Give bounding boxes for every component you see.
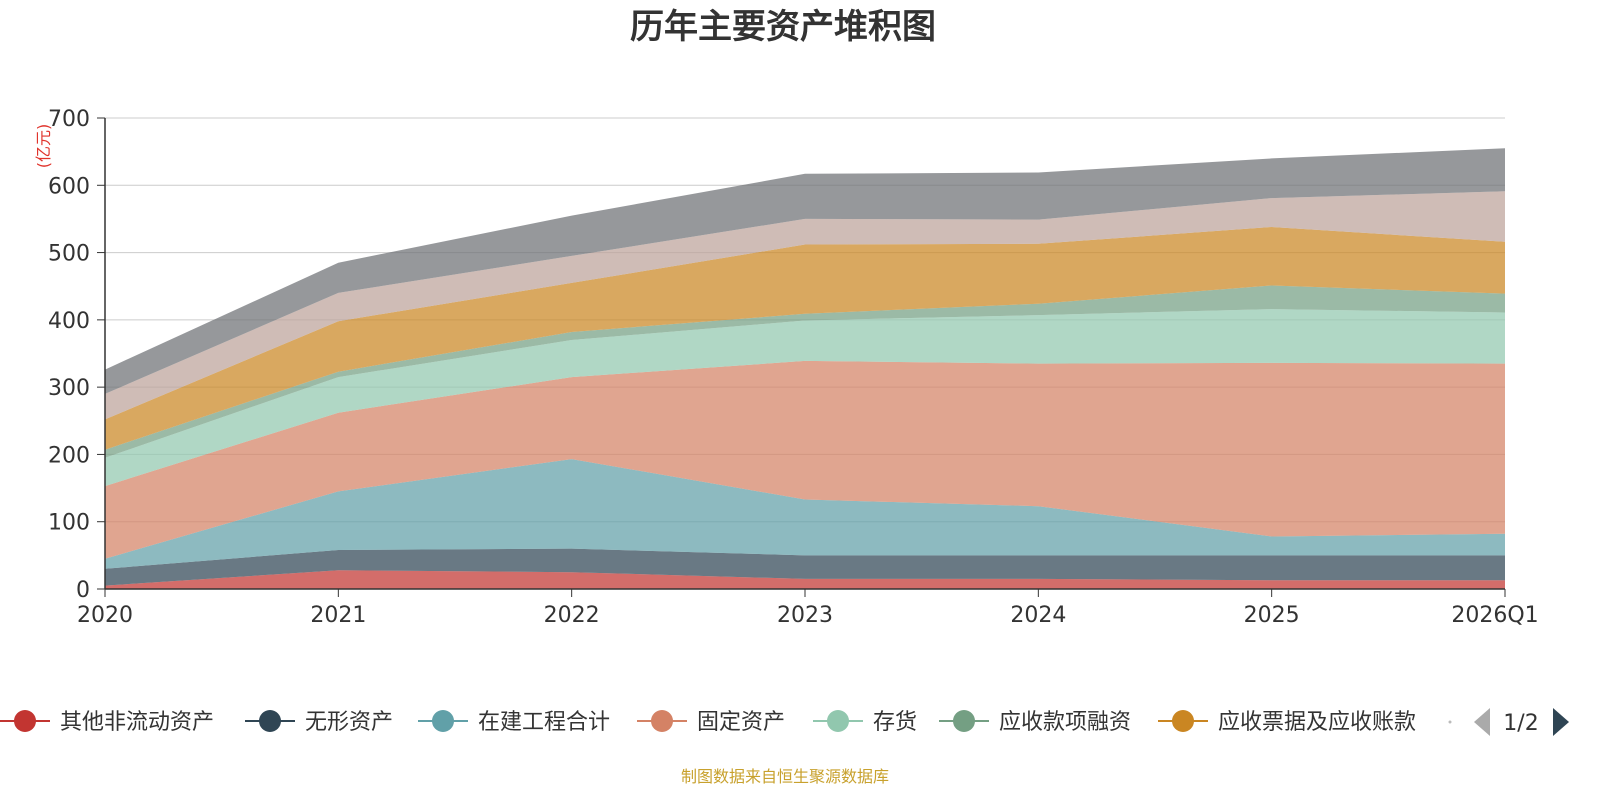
legend-marker: [432, 710, 454, 732]
area-在建工程合计: [105, 459, 1505, 569]
x-tick-label: 2023: [777, 603, 833, 628]
area-其他: [105, 148, 1505, 394]
y-tick-label: 300: [48, 376, 90, 401]
source-note: 制图数据来自恒生聚源数据库: [681, 767, 889, 786]
legend-marker: [953, 710, 975, 732]
legend-label: 应收款项融资: [999, 710, 1131, 735]
x-tick-label: 2025: [1244, 603, 1300, 628]
area-无形资产: [105, 548, 1505, 586]
y-tick-label: 0: [76, 578, 90, 603]
area-应收票据及应收账款: [105, 227, 1505, 450]
legend-item[interactable]: 存货: [813, 710, 917, 735]
legend-label: 在建工程合计: [478, 710, 610, 735]
legend: 其他非流动资产 无形资产 在建工程合计 固定资产 存货 应收款项融资 应收票据及应收账款: [0, 710, 1452, 735]
legend-marker: [259, 710, 281, 732]
legend-label: 其他非流动资产: [60, 710, 214, 735]
x-tick-label: 2021: [310, 603, 366, 628]
legend-item[interactable]: 在建工程合计: [418, 710, 610, 735]
y-tick-label: 600: [48, 174, 90, 199]
y-axis-unit-label: (亿元): [34, 124, 53, 169]
legend-marker: [827, 710, 849, 732]
x-tick-label: 2020: [77, 603, 133, 628]
y-tick-label: 500: [48, 242, 90, 267]
area-存货: [105, 309, 1505, 487]
legend-page-indicator: 1/2: [1503, 711, 1538, 736]
legend-item[interactable]: 无形资产: [245, 710, 393, 735]
chart-title: 历年主要资产堆积图: [630, 7, 936, 47]
legend-pager: 1/2: [1474, 708, 1569, 736]
area-其他资产: [105, 191, 1505, 420]
legend-label: 固定资产: [697, 710, 785, 735]
legend-next-page-icon[interactable]: [1553, 708, 1569, 736]
legend-label: 存货: [873, 710, 917, 735]
area-其他非流动资产: [105, 570, 1505, 589]
legend-item[interactable]: 其他非流动资产: [0, 710, 214, 735]
legend-marker: [14, 710, 36, 732]
x-tick-label: 2022: [544, 603, 600, 628]
legend-label: 应收票据及应收账款: [1218, 710, 1416, 735]
y-tick-label: 200: [48, 443, 90, 468]
legend-item[interactable]: 应收款项融资: [939, 710, 1131, 735]
legend-label: 无形资产: [305, 710, 393, 735]
legend-overflow-dot: [1448, 720, 1452, 724]
axes: 0 100 200 300 400 500 600 700 2020 2021 2022 2023 20…: [48, 107, 1539, 628]
area-固定资产: [105, 360, 1505, 559]
area-应收款项融资: [105, 285, 1505, 458]
y-tick-label: 100: [48, 511, 90, 536]
area-series-layer: [105, 148, 1505, 589]
legend-item[interactable]: 固定资产: [637, 710, 785, 735]
y-tick-label: 400: [48, 309, 90, 334]
legend-marker: [651, 710, 673, 732]
y-tick-label: 700: [48, 107, 90, 132]
legend-prev-page-icon[interactable]: [1474, 708, 1490, 736]
x-tick-label: 2026Q1: [1451, 603, 1538, 628]
x-tick-label: 2024: [1010, 603, 1066, 628]
legend-marker: [1172, 710, 1194, 732]
legend-item[interactable]: 应收票据及应收账款: [1158, 710, 1416, 735]
